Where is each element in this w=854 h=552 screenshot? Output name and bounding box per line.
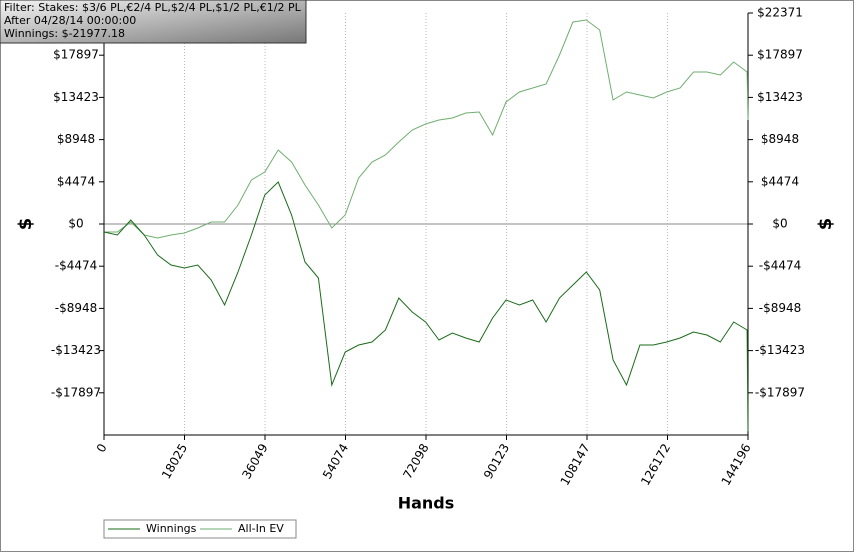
filter-line: Winnings: $-21977.18 xyxy=(4,27,125,40)
filter-line: After 04/28/14 00:00:00 xyxy=(4,14,136,27)
legend-entries: Winnings All-In EV xyxy=(108,522,284,535)
y2-tick-label: $0 xyxy=(772,217,787,231)
y-tick-label: -$4474 xyxy=(55,259,98,273)
y-tick-label: $0 xyxy=(68,217,83,231)
y2-tick-label: $8948 xyxy=(761,132,799,146)
y2-tick-label: -$13423 xyxy=(755,343,805,357)
y2-tick-label: $17897 xyxy=(757,48,803,62)
plot-area: $22371$22371$17897$17897$13423$13423$894… xyxy=(51,6,805,488)
y2-axis-title: $ xyxy=(815,218,836,231)
x-axis-title: Hands xyxy=(398,494,455,513)
y2-tick-label: $22371 xyxy=(757,6,803,20)
y-tick-label: -$13423 xyxy=(51,343,101,357)
filter-line: Filter: Stakes: $3/6 PL,€2/4 PL,$2/4 PL,… xyxy=(4,1,302,14)
y2-tick-label: $4474 xyxy=(761,174,799,188)
legend-label: All-In EV xyxy=(238,522,284,535)
filter-box xyxy=(0,0,307,44)
y2-tick-label: -$17897 xyxy=(755,385,805,399)
y-tick-label: -$17897 xyxy=(51,385,101,399)
y2-tick-label: -$4474 xyxy=(759,259,802,273)
y2-tick-label: $13423 xyxy=(757,90,803,104)
y-tick-label: $17897 xyxy=(53,48,99,62)
y-axis-title: $ xyxy=(15,218,36,231)
y-tick-label: $8948 xyxy=(57,132,95,146)
filter-info: Filter: Stakes: $3/6 PL,€2/4 PL,$2/4 PL,… xyxy=(4,1,302,40)
y-tick-label: $4474 xyxy=(57,174,95,188)
series-line xyxy=(103,181,749,432)
y-tick-label: -$8948 xyxy=(55,301,98,315)
legend-label: Winnings xyxy=(146,522,197,535)
series-line xyxy=(104,19,749,239)
y-tick-label: $13423 xyxy=(53,90,99,104)
y2-tick-label: -$8948 xyxy=(759,301,802,315)
